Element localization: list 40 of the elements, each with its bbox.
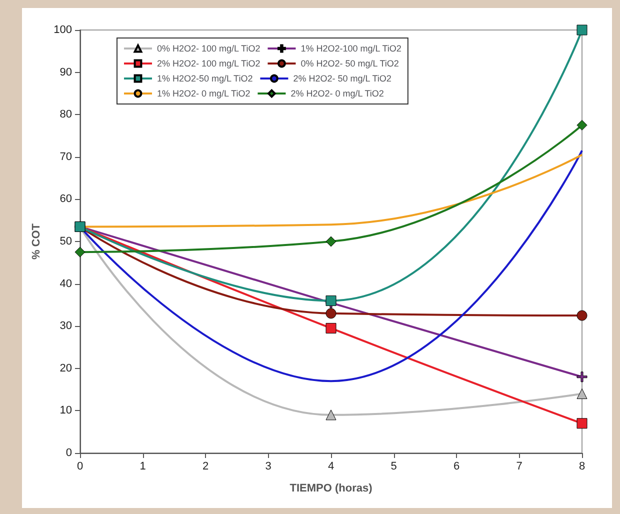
point xyxy=(326,308,336,319)
y-tick-label: 10 xyxy=(60,404,72,417)
x-tick-label: 5 xyxy=(390,460,397,472)
point xyxy=(576,310,588,321)
y-tick-label: 0 xyxy=(66,447,72,459)
y-tick-label: 40 xyxy=(60,278,72,290)
legend-label: 1% H2O2-50 mg/L TiO2 xyxy=(157,74,253,84)
point xyxy=(576,24,588,36)
x-tick-label: 2 xyxy=(202,460,209,472)
y-tick-label: 60 xyxy=(60,193,72,206)
y-tick-label: 30 xyxy=(60,320,72,332)
y-tick-label: 80 xyxy=(60,108,72,121)
point xyxy=(576,372,588,382)
legend-label: 0% H2O2- 100 mg/L TiO2 xyxy=(157,44,260,54)
legend-label: 2% H2O2- 0 mg/L TiO2 xyxy=(290,88,384,98)
legend-label: 0% H2O2- 50 mg/L TiO2 xyxy=(300,58,399,68)
point xyxy=(326,295,336,306)
y-tick-label: 100 xyxy=(54,24,72,36)
x-tick-label: 0 xyxy=(76,460,84,472)
x-tick-label: 3 xyxy=(265,460,272,472)
y-tick-label: 20 xyxy=(60,362,72,374)
point xyxy=(326,322,336,334)
x-tick-label: 1 xyxy=(140,460,146,472)
y-tick-label: 90 xyxy=(60,66,72,78)
legend-label: 2% H2O2- 100 mg/L TiO2 xyxy=(157,58,260,68)
x-tick-label: 6 xyxy=(453,460,460,472)
point xyxy=(576,418,588,429)
legend-label: 1% H2O2-100 mg/L TiO2 xyxy=(300,44,402,54)
x-tick-label: 7 xyxy=(516,460,522,472)
point xyxy=(74,246,86,258)
x-axis-title: TIEMPO (horas) xyxy=(290,482,373,494)
legend-label: 1% H2O2- 0 mg/L TiO2 xyxy=(157,88,250,98)
y-tick-label: 70 xyxy=(60,150,72,163)
legend-label: 2% H2O2- 50 mg/L TiO2 xyxy=(293,74,392,84)
x-tick-label: 4 xyxy=(328,460,334,472)
point xyxy=(576,120,588,130)
y-axis-title: % COT xyxy=(30,223,42,260)
x-tick-label: 8 xyxy=(578,460,586,472)
y-tick-label: 50 xyxy=(60,236,72,248)
point xyxy=(326,236,336,247)
